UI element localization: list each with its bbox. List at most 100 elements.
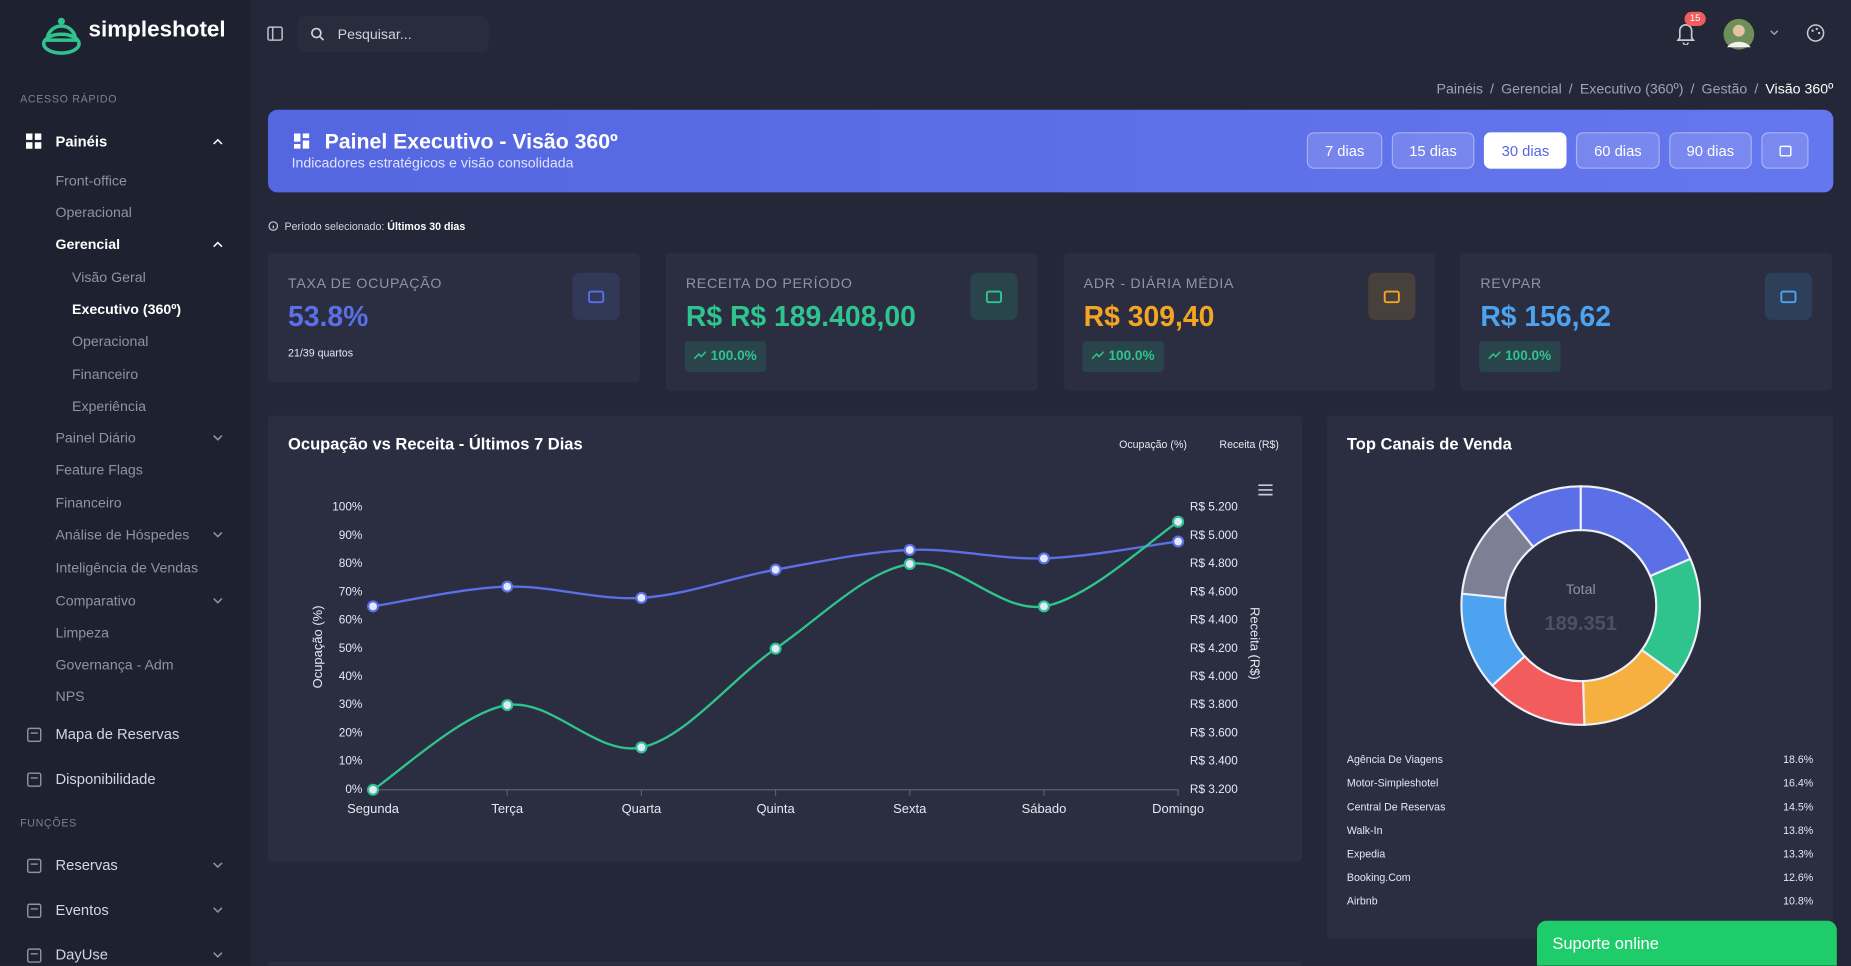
brand: simpleshotel (88, 17, 226, 43)
toggle-sidebar[interactable] (267, 26, 284, 43)
breadcrumb-separator: / (1490, 80, 1495, 97)
nav-item[interactable]: Análise de Hóspedes (55, 526, 190, 544)
donut-center-value: 189.351 (1544, 613, 1616, 635)
section-title: ACESSO RÁPIDO (20, 93, 118, 106)
legend-item[interactable]: Receita (R$) (1219, 439, 1279, 451)
avatar[interactable] (1722, 18, 1755, 51)
nav-chevron[interactable] (212, 951, 223, 958)
y-tick-label: 90% (339, 528, 363, 542)
range-button[interactable]: 15 dias (1391, 132, 1475, 169)
legend-item[interactable]: Ocupação (%) (1119, 439, 1187, 451)
kpi-change-value: 100.0% (710, 349, 757, 364)
y2-tick-label: R$ 3.800 (1190, 697, 1238, 711)
nav-item[interactable]: Painel Diário (55, 429, 136, 447)
nav-item[interactable]: Inteligência de Vendas (55, 559, 199, 577)
y2-tick-label: R$ 5.000 (1190, 528, 1238, 542)
nav-item[interactable]: Reservas (55, 857, 118, 874)
nav-icon (27, 772, 42, 787)
y2-tick-label: R$ 3.600 (1190, 725, 1238, 739)
nav-icon (25, 133, 42, 149)
nav-item[interactable]: DayUse (55, 946, 108, 964)
nav-icon (27, 903, 42, 918)
data-point[interactable] (367, 783, 380, 796)
nav-item[interactable]: NPS (55, 688, 85, 705)
data-point[interactable] (501, 699, 514, 712)
chart-menu[interactable] (1258, 484, 1273, 496)
icon-part (25, 133, 33, 140)
nav-item[interactable]: Feature Flags (55, 461, 143, 479)
avatar-chevron[interactable] (1770, 30, 1779, 37)
nav-chevron[interactable] (212, 907, 223, 914)
nav-item[interactable]: Financeiro (55, 494, 122, 512)
data-point[interactable] (367, 600, 380, 613)
search-box[interactable]: Pesquisar... (297, 16, 489, 52)
y-tick-label: 30% (339, 697, 363, 711)
nav-item[interactable]: Disponibilidade (55, 770, 156, 788)
nav-item[interactable]: Painéis (55, 133, 108, 150)
y2-tick-label: R$ 3.400 (1190, 754, 1238, 768)
nav-item[interactable]: Financeiro (72, 365, 139, 383)
nav-item[interactable]: Experiência (72, 397, 147, 415)
nav-chevron[interactable] (212, 241, 223, 248)
x-tick-label: Quarta (622, 801, 662, 816)
kpi-change-value: 100.0% (1505, 349, 1552, 364)
nav-chevron[interactable] (212, 531, 223, 538)
next-card-edge (267, 962, 1303, 966)
nav-item[interactable]: Governança - Adm (55, 656, 174, 673)
data-point[interactable] (635, 591, 648, 604)
legend-value: 18.6% (1783, 754, 1814, 766)
nav-item[interactable]: Gerencial (55, 236, 121, 253)
nav-chevron[interactable] (212, 434, 223, 441)
icon-part (27, 727, 42, 743)
data-point[interactable] (769, 642, 782, 655)
range-button[interactable]: 30 dias (1483, 132, 1567, 169)
donut-segment[interactable] (1579, 485, 1692, 578)
nav-chevron[interactable] (212, 138, 223, 145)
theme-icon[interactable] (1806, 24, 1825, 43)
legend-value: 16.4% (1783, 778, 1814, 790)
donut-segment[interactable] (1504, 485, 1582, 549)
banner-title: Painel Executivo - Visão 360º (324, 129, 618, 154)
nav-icon (27, 858, 42, 874)
chevron-line (213, 952, 223, 958)
chevron-line (213, 597, 223, 604)
breadcrumb-item[interactable]: Gerencial (1501, 80, 1562, 97)
nav-item[interactable]: Executivo (360º) (72, 301, 182, 318)
data-point[interactable] (1172, 515, 1185, 528)
nav-item[interactable]: Eventos (55, 901, 109, 919)
nav-chevron[interactable] (212, 597, 223, 604)
range-button[interactable]: 90 dias (1668, 132, 1752, 169)
x-tick-label: Terça (491, 801, 523, 816)
data-point[interactable] (903, 558, 916, 571)
data-point[interactable] (903, 543, 916, 556)
x-tick-label: Quinta (756, 801, 795, 816)
breadcrumb-item[interactable]: Executivo (360º) (1579, 80, 1684, 97)
calendar-button[interactable] (1761, 132, 1809, 169)
data-point[interactable] (635, 741, 648, 754)
nav-item[interactable]: Operacional (72, 332, 149, 350)
breadcrumb-item[interactable]: Painéis (1436, 80, 1483, 97)
icon-part (1488, 351, 1501, 360)
range-button[interactable]: 7 dias (1307, 132, 1383, 169)
nav-item[interactable]: Operacional (55, 204, 132, 221)
support-button[interactable]: Suporte online (1536, 920, 1837, 966)
breadcrumb-item[interactable]: Gestão (1701, 80, 1748, 97)
data-point[interactable] (1037, 600, 1050, 613)
y2-tick-label: R$ 4.400 (1190, 613, 1238, 627)
y2-tick-label: R$ 4.800 (1190, 556, 1238, 570)
nav-item[interactable]: Limpeza (55, 624, 110, 642)
nav-chevron[interactable] (212, 862, 223, 869)
y-tick-label: 100% (332, 500, 363, 514)
data-point[interactable] (769, 563, 782, 576)
data-point[interactable] (501, 580, 514, 593)
breadcrumb-item: Visão 360º (1765, 80, 1834, 97)
nav-item[interactable]: Mapa de Reservas (55, 725, 180, 743)
nav-item[interactable]: Front-office (55, 172, 127, 189)
nav-item[interactable]: Comparativo (55, 592, 136, 610)
range-button[interactable]: 60 dias (1576, 132, 1660, 169)
nav-item[interactable]: Visão Geral (72, 269, 146, 286)
data-point[interactable] (1037, 552, 1050, 565)
icon-part (27, 903, 42, 918)
donut-center-label: Total (1566, 582, 1596, 598)
data-point[interactable] (1172, 535, 1185, 548)
